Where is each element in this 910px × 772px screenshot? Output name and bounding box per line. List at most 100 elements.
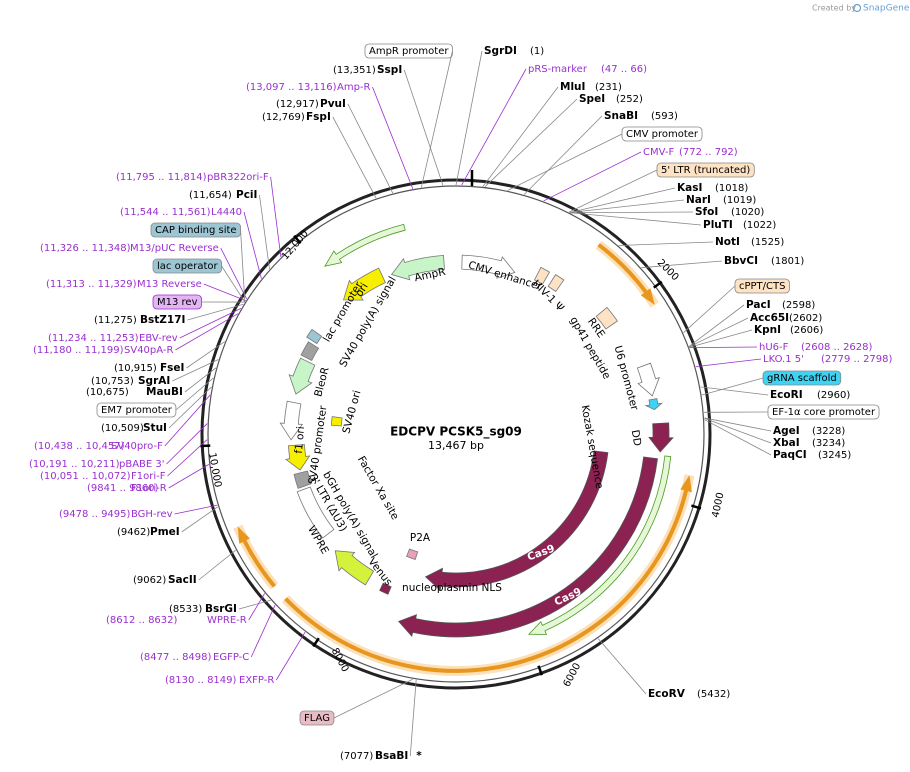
feature-arc bbox=[296, 486, 335, 539]
feature-arc bbox=[300, 341, 320, 362]
enzyme-location: (1020) bbox=[731, 207, 764, 218]
enzyme-name: SacII bbox=[168, 574, 197, 586]
enzyme-location: (1801) bbox=[771, 256, 804, 267]
leader-line bbox=[689, 317, 749, 348]
primer-range: (11,326 .. 11,348) bbox=[40, 243, 131, 254]
tag-text: FLAG bbox=[304, 713, 330, 724]
enzyme-location: (1) bbox=[530, 46, 544, 57]
leader-line bbox=[597, 638, 647, 695]
enzyme-name: MluI bbox=[560, 81, 585, 93]
primer-name: F1ori-R bbox=[131, 483, 167, 494]
leader-line bbox=[482, 86, 559, 187]
feature-arc bbox=[398, 456, 658, 638]
tag-text: 5' LTR (truncated) bbox=[661, 165, 750, 176]
primer-range: (8612 .. 8632) bbox=[106, 615, 178, 626]
enzyme-location: (1018) bbox=[715, 183, 748, 194]
ring-tick-label: 8000 bbox=[329, 646, 351, 674]
leader-line bbox=[570, 212, 702, 226]
primer-range: (13,097 .. 13,116) bbox=[246, 82, 337, 93]
primer-name: pRS-marker bbox=[528, 64, 588, 75]
feature-arc bbox=[527, 455, 672, 635]
enzyme-location: (231) bbox=[595, 82, 622, 93]
feature-label: P2A bbox=[410, 532, 431, 544]
ring-tick-label: 4000 bbox=[710, 492, 726, 519]
enzyme-location: (10,509) bbox=[101, 423, 144, 434]
feature-arc bbox=[644, 398, 663, 411]
feature-tag: gRNA scaffold bbox=[762, 370, 842, 386]
enzyme-location: (11,275) bbox=[94, 315, 137, 326]
map-length: 13,467 bp bbox=[428, 439, 484, 452]
credit-prefix: Created by bbox=[812, 4, 856, 13]
primer-name: EGFP-C bbox=[213, 652, 249, 663]
primer-range: (2779 .. 2798) bbox=[821, 354, 893, 365]
leader-line bbox=[484, 98, 578, 187]
leader-line bbox=[240, 229, 246, 303]
feature-arc bbox=[406, 548, 419, 561]
enzyme-name: KasI bbox=[677, 182, 702, 194]
primer-range: (9841 .. 9860) bbox=[87, 483, 159, 494]
feature-arc bbox=[279, 400, 304, 441]
primer-name: hU6-F bbox=[759, 342, 789, 353]
primer-range: (8130 .. 8149) bbox=[165, 675, 237, 686]
feature-label: f1 ori bbox=[293, 426, 307, 454]
leader-line bbox=[172, 359, 219, 382]
leader-line bbox=[174, 504, 218, 515]
feature-arc bbox=[293, 470, 312, 489]
enzyme-location: (2598) bbox=[782, 300, 815, 311]
enzyme-name: BbvCI bbox=[724, 255, 758, 267]
leader-line bbox=[700, 386, 769, 396]
feature-tag: EF-1α core promoter bbox=[767, 404, 880, 420]
enzyme-location: (8533) bbox=[169, 604, 202, 615]
feature-arc bbox=[595, 306, 618, 330]
feature-label: BleoR bbox=[312, 366, 331, 398]
feature-arc bbox=[330, 416, 343, 427]
ring-tick bbox=[537, 665, 544, 676]
enzyme-name: PluTI bbox=[703, 219, 733, 231]
enzyme-name: FseI bbox=[160, 362, 184, 374]
leader-line bbox=[198, 549, 236, 581]
primer-name: SV40pro-F bbox=[111, 441, 163, 452]
feature-tag: lac operator bbox=[152, 258, 222, 274]
enzyme-name: BsrGI bbox=[205, 603, 237, 615]
enzyme-name: EcoRV bbox=[648, 688, 686, 700]
backbone-outer bbox=[200, 178, 712, 690]
feature-arc bbox=[390, 254, 445, 281]
leader-line bbox=[507, 133, 623, 191]
enzyme-location: (3234) bbox=[812, 438, 845, 449]
enzyme-name: SpeI bbox=[579, 93, 605, 105]
primer-name: LKO.1 5' bbox=[763, 354, 804, 365]
leader-line bbox=[409, 679, 417, 757]
enzyme-location: (9462) bbox=[117, 527, 150, 538]
enzyme-name: Acc65I bbox=[750, 312, 789, 324]
enzyme-name: XbaI bbox=[773, 437, 800, 449]
enzyme-name: NarI bbox=[686, 194, 711, 206]
enzyme-location: (12,769) bbox=[262, 112, 305, 123]
leader-line bbox=[569, 187, 676, 213]
feature-arc bbox=[461, 254, 516, 279]
feature-arc bbox=[284, 444, 311, 471]
primer-range: (10,438 .. 10,457) bbox=[34, 441, 125, 452]
leader-line bbox=[332, 116, 377, 199]
enzyme-name: SnaBI bbox=[604, 110, 638, 122]
feature-arc bbox=[547, 274, 565, 293]
enzyme-name: SspI bbox=[377, 64, 402, 76]
primer-range: (772 .. 792) bbox=[679, 147, 738, 158]
tag-text: CMV promoter bbox=[626, 129, 699, 140]
enzyme-name: NotI bbox=[715, 236, 740, 248]
feature-arc bbox=[237, 526, 276, 588]
primer-range: (11,234 .. 11,253) bbox=[48, 333, 139, 344]
enzyme-location: (593) bbox=[651, 111, 678, 122]
feature-tag: EM7 promoter bbox=[96, 402, 177, 418]
feature-arc bbox=[324, 223, 406, 267]
tag-text: M13 rev bbox=[157, 297, 198, 308]
primer-range: (11,313 .. 11,329) bbox=[46, 279, 137, 290]
enzyme-name: MauBI bbox=[146, 386, 183, 398]
enzyme-location: (10,753) bbox=[91, 376, 134, 387]
enzyme-location: (7077) bbox=[340, 751, 373, 762]
leader-line bbox=[220, 247, 248, 300]
leader-line bbox=[164, 394, 211, 447]
feature-tag: AmpR promoter bbox=[364, 43, 453, 59]
leader-line bbox=[184, 367, 217, 393]
enzyme-location: (12,917) bbox=[276, 99, 319, 110]
